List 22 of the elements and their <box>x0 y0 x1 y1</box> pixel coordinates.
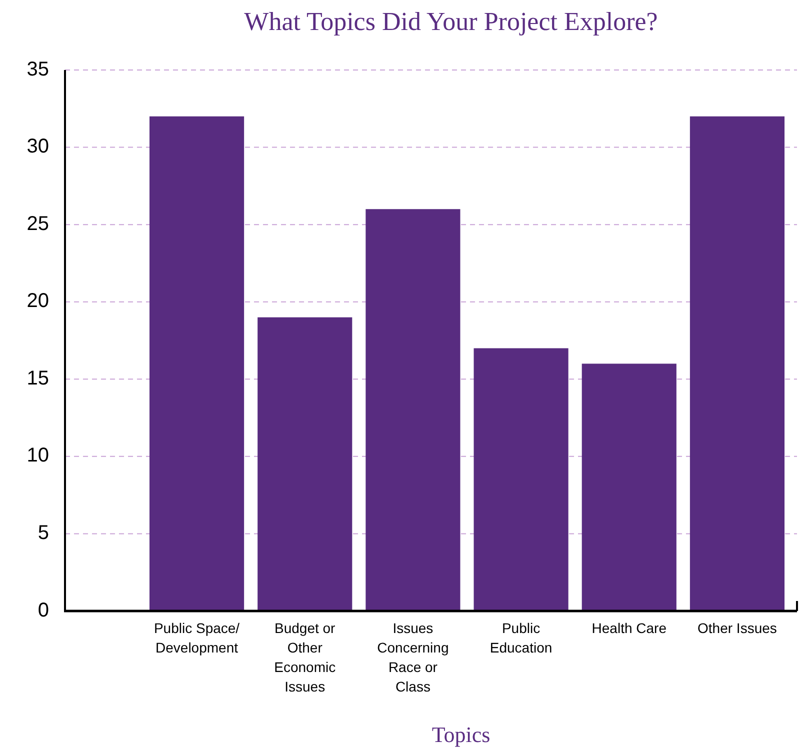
x-axis-title: Topics <box>432 722 490 747</box>
y-tick-label: 25 <box>26 212 49 235</box>
x-tick-label: Public Education <box>490 620 552 656</box>
chart-title: What Topics Did Your Project Explore? <box>244 7 658 36</box>
bar <box>366 209 460 611</box>
y-tick-label: 0 <box>38 599 49 622</box>
y-tick-label: 15 <box>26 367 49 390</box>
y-tick-label: 20 <box>26 290 49 312</box>
bar <box>474 348 568 611</box>
y-tick-label: 10 <box>26 444 49 467</box>
bar <box>258 317 352 611</box>
y-tick-label: 5 <box>38 522 49 544</box>
y-tick-label: 30 <box>26 136 49 158</box>
bar <box>149 116 244 611</box>
bar <box>690 116 785 611</box>
x-tick-label: Other Issues <box>698 620 777 636</box>
x-tick-label: Budget or Other Economic Issues <box>274 620 336 694</box>
x-tick-label: Public Space/ Development <box>154 620 240 656</box>
x-tick-label: Health Care <box>592 620 667 636</box>
x-tick-label: Issues Concerning Race or Class <box>377 620 449 694</box>
bar <box>582 364 676 611</box>
y-tick-label: 35 <box>26 58 49 80</box>
